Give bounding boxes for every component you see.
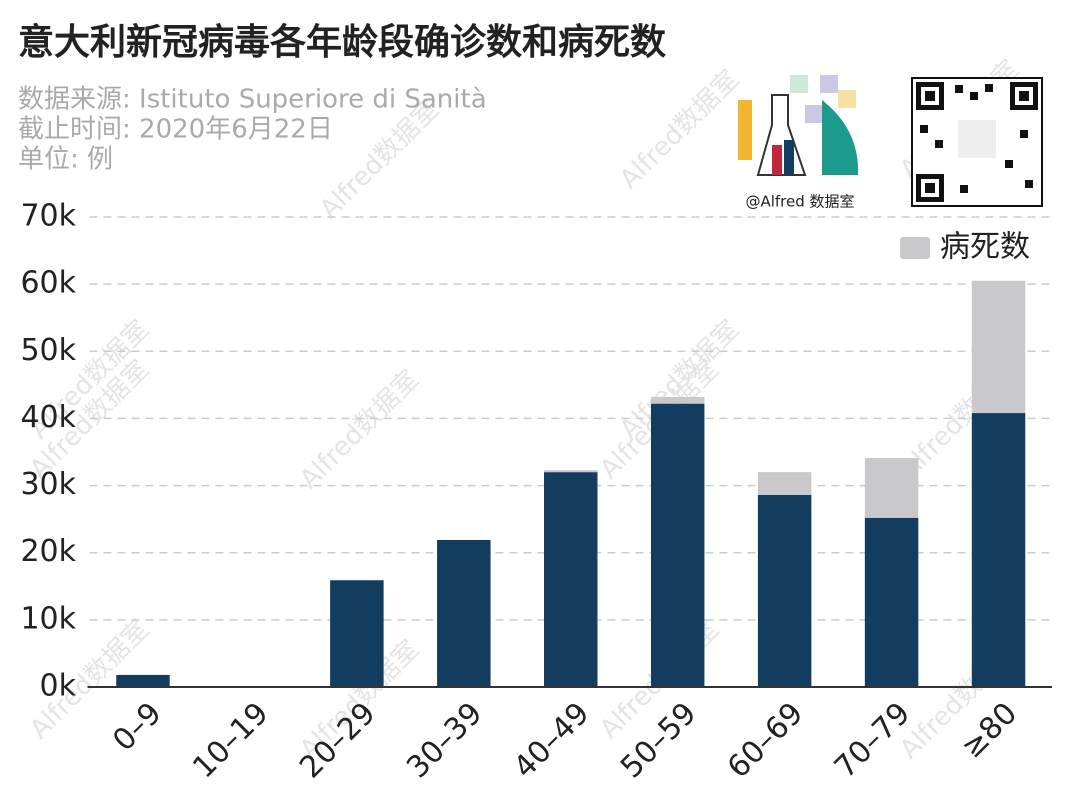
bar xyxy=(544,472,598,687)
watermark: Alfred数据室 xyxy=(294,364,425,495)
bar xyxy=(116,674,170,687)
x-tick-label: 0–9 xyxy=(106,696,168,758)
bar xyxy=(330,580,384,687)
y-tick-label: 40k xyxy=(20,400,76,435)
qr-code xyxy=(911,77,1043,207)
bar xyxy=(650,403,705,687)
x-tick-label: 10–19 xyxy=(186,696,275,785)
y-tick-label: 70k xyxy=(20,199,76,234)
x-tick-label: 40–49 xyxy=(507,696,596,785)
logo: @Alfred 数据室 xyxy=(738,75,859,211)
bar xyxy=(757,472,812,495)
legend-swatch xyxy=(900,237,930,259)
y-tick-label: 50k xyxy=(20,333,76,368)
chart-title: 意大利新冠病毒各年龄段确诊数和病死数 xyxy=(18,22,666,63)
y-tick-label: 10k xyxy=(20,601,76,636)
y-tick-label: 30k xyxy=(20,467,76,502)
legend-label: 病死数 xyxy=(940,230,1030,265)
logo-text: @Alfred 数据室 xyxy=(745,193,854,211)
subtitle: 单位: 例 xyxy=(18,145,113,175)
bar xyxy=(437,539,491,687)
y-tick-label: 20k xyxy=(20,534,76,569)
subtitle: 截止时间: 2020年6月22日 xyxy=(18,115,333,145)
bar xyxy=(971,413,1026,687)
bar xyxy=(650,396,705,404)
bar xyxy=(544,470,598,473)
watermark: Alfred数据室 xyxy=(614,64,745,195)
bar xyxy=(864,517,919,687)
bar xyxy=(757,494,812,687)
y-tick-label: 60k xyxy=(20,266,76,301)
bar xyxy=(971,280,1026,414)
y-tick-label: 0k xyxy=(40,669,77,704)
x-tick-label: 60–69 xyxy=(721,696,810,785)
x-tick-label: 30–39 xyxy=(400,696,489,785)
subtitle: 数据来源: Istituto Superiore di Sanità xyxy=(18,85,487,115)
bar xyxy=(864,458,919,518)
